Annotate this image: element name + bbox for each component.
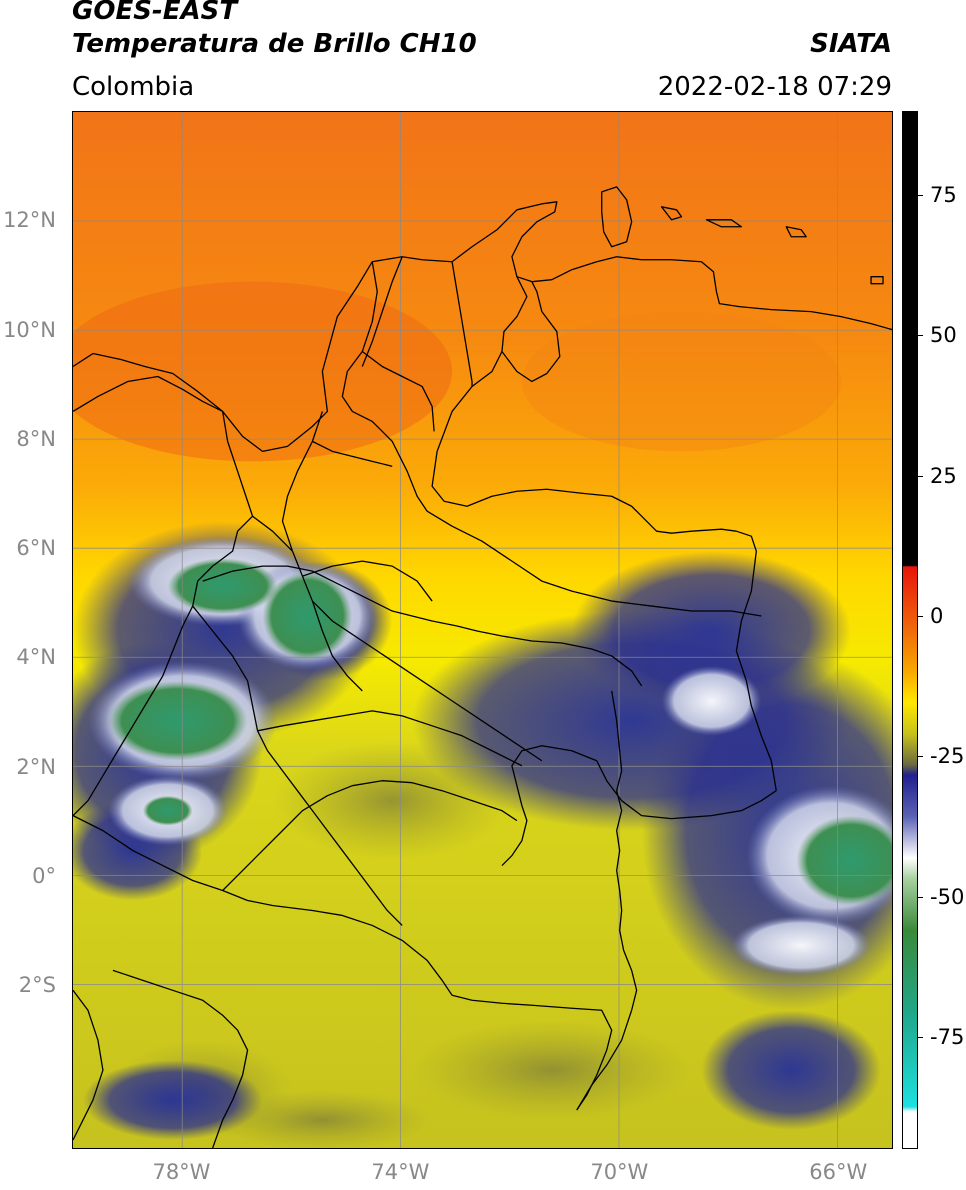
graticule bbox=[73, 112, 892, 1148]
political-borders bbox=[73, 186, 892, 1148]
datetime-label: 2022-02-18 07:29 bbox=[657, 72, 892, 102]
colorbar-label: -75 bbox=[930, 1024, 965, 1049]
longitude-label: 66°W bbox=[809, 1160, 868, 1184]
colorbar-label: -25 bbox=[930, 744, 965, 769]
colorbar-label: 0 bbox=[930, 603, 944, 628]
region-label: Colombia bbox=[72, 72, 195, 102]
colorbar-gradient bbox=[903, 112, 917, 1148]
latitude-label: 0° bbox=[32, 863, 56, 888]
latitude-label: 6°N bbox=[16, 536, 56, 561]
latitude-label: 2°S bbox=[18, 973, 56, 998]
colorbar-tick bbox=[918, 615, 923, 617]
longitude-label: 78°W bbox=[152, 1160, 211, 1184]
colorbar-label: 75 bbox=[930, 183, 957, 208]
latitude-label: 4°N bbox=[16, 645, 56, 670]
colorbar-tick bbox=[918, 756, 923, 758]
latitude-label: 12°N bbox=[3, 208, 56, 233]
colorbar-tick bbox=[918, 896, 923, 898]
figure-title: GOES-EAST bbox=[72, 0, 238, 26]
latitude-label: 2°N bbox=[16, 754, 56, 779]
figure-subtitle: Temperatura de Brillo CH10 bbox=[72, 29, 477, 59]
latitude-label: 10°N bbox=[3, 317, 56, 342]
longitude-label: 74°W bbox=[371, 1160, 430, 1184]
colorbar-tick bbox=[918, 335, 923, 337]
colorbar-tick bbox=[918, 195, 923, 197]
map-canvas bbox=[73, 112, 892, 1148]
colorbar-tick bbox=[918, 475, 923, 477]
colorbar-label: -50 bbox=[930, 884, 965, 909]
latitude-label: 8°N bbox=[16, 426, 56, 451]
colorbar-tick bbox=[918, 1036, 923, 1038]
satellite-map[interactable] bbox=[72, 111, 893, 1149]
colorbar-label: 50 bbox=[930, 323, 957, 348]
colorbar-label: 25 bbox=[930, 463, 957, 488]
colorbar bbox=[902, 111, 918, 1149]
coldest-cores bbox=[107, 558, 892, 906]
longitude-label: 70°W bbox=[590, 1160, 649, 1184]
organization-label: SIATA bbox=[810, 29, 892, 59]
